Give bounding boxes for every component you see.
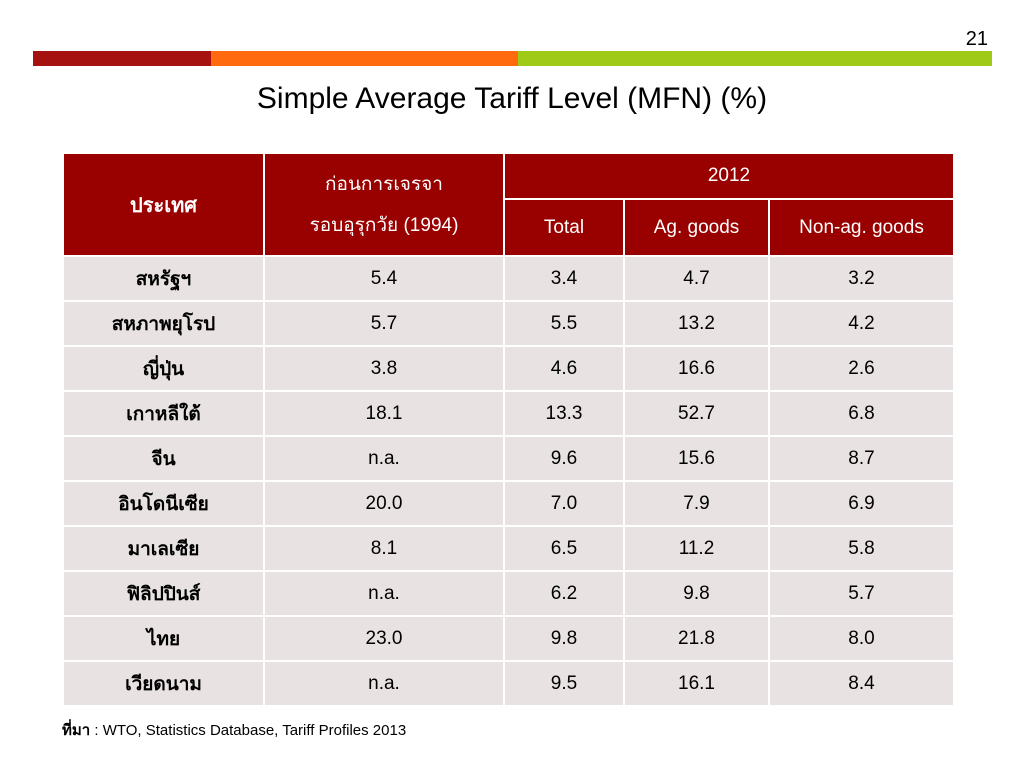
slide-title: Simple Average Tariff Level (MFN) (%) bbox=[256, 82, 768, 115]
cell-ag: 15.6 bbox=[623, 435, 770, 482]
cell-ag: 16.1 bbox=[623, 660, 770, 707]
baseline-header-line1: ก่อนการเจรจา bbox=[325, 172, 443, 195]
source-label: ที่มา bbox=[62, 721, 91, 739]
table-row: สหภาพยุโรป 5.7 5.5 13.2 4.2 bbox=[62, 300, 955, 347]
cell-total: 7.0 bbox=[503, 480, 625, 527]
cell-ag: 52.7 bbox=[623, 390, 770, 437]
table-row: เกาหลีใต้ 18.1 13.3 52.7 6.8 bbox=[62, 390, 955, 437]
cell-total: 13.3 bbox=[503, 390, 625, 437]
cell-country: อินโดนีเซีย bbox=[62, 480, 265, 527]
cell-ag: 11.2 bbox=[623, 525, 770, 572]
cell-nonag: 5.8 bbox=[768, 525, 955, 572]
source-note: ที่มา : WTO, Statistics Database, Tariff… bbox=[62, 718, 406, 742]
header-row-bottom: Total Ag. goods Non-ag. goods bbox=[63, 198, 955, 257]
source-text: : WTO, Statistics Database, Tariff Profi… bbox=[94, 722, 407, 739]
cell-total: 3.4 bbox=[503, 255, 625, 302]
cell-baseline: 5.4 bbox=[263, 255, 505, 302]
cell-nonag: 4.2 bbox=[768, 300, 955, 347]
tariff-table: ประเทศ ก่อนการเจรจา รอบอุรุกวัย (1994) 2… bbox=[62, 152, 955, 707]
cell-country: มาเลเซีย bbox=[62, 525, 265, 572]
cell-country: สหรัฐฯ bbox=[62, 255, 265, 302]
col-header-baseline: ก่อนการเจรจา รอบอุรุกวัย (1994) bbox=[263, 152, 505, 257]
cell-total: 6.5 bbox=[503, 525, 625, 572]
baseline-header-line2-thai: รอบอุรุกวัย bbox=[309, 213, 399, 236]
cell-country: ญี่ปุ่น bbox=[62, 345, 265, 392]
cell-nonag: 8.7 bbox=[768, 435, 955, 482]
baseline-header-line2-year: (1994) bbox=[403, 214, 459, 236]
header-bar-red-segment bbox=[33, 51, 211, 66]
cell-total: 6.2 bbox=[503, 570, 625, 617]
header-row-top: ประเทศ ก่อนการเจรจา รอบอุรุกวัย (1994) 2… bbox=[62, 152, 955, 257]
cell-ag: 16.6 bbox=[623, 345, 770, 392]
cell-nonag: 6.9 bbox=[768, 480, 955, 527]
cell-country: ฟิลิปปินส์ bbox=[62, 570, 265, 617]
col-header-year-group: 2012 bbox=[503, 152, 955, 200]
cell-ag: 7.9 bbox=[623, 480, 770, 527]
cell-total: 9.8 bbox=[503, 615, 625, 662]
cell-total: 4.6 bbox=[503, 345, 625, 392]
cell-country: สหภาพยุโรป bbox=[62, 300, 265, 347]
cell-baseline: n.a. bbox=[263, 660, 505, 707]
cell-nonag: 8.0 bbox=[768, 615, 955, 662]
cell-country: เกาหลีใต้ bbox=[62, 390, 265, 437]
cell-ag: 21.8 bbox=[623, 615, 770, 662]
table-row: มาเลเซีย 8.1 6.5 11.2 5.8 bbox=[62, 525, 955, 572]
table-row: เวียดนาม n.a. 9.5 16.1 8.4 bbox=[62, 660, 955, 707]
table-body: สหรัฐฯ 5.4 3.4 4.7 3.2 สหภาพยุโรป 5.7 5.… bbox=[62, 255, 955, 707]
page-number: 21 bbox=[965, 28, 988, 50]
header-bar-green-segment bbox=[518, 51, 992, 66]
col-header-total: Total bbox=[503, 198, 625, 257]
cell-total: 9.6 bbox=[503, 435, 625, 482]
cell-nonag: 3.2 bbox=[768, 255, 955, 302]
cell-country: จีน bbox=[62, 435, 265, 482]
cell-baseline: 3.8 bbox=[263, 345, 505, 392]
col-header-country: ประเทศ bbox=[62, 152, 265, 257]
table-row: ไทย 23.0 9.8 21.8 8.0 bbox=[62, 615, 955, 662]
col-header-nonag: Non-ag. goods bbox=[768, 198, 955, 257]
header-bar-orange-segment bbox=[211, 51, 518, 66]
cell-baseline: 20.0 bbox=[263, 480, 505, 527]
cell-baseline: 18.1 bbox=[263, 390, 505, 437]
cell-total: 9.5 bbox=[503, 660, 625, 707]
cell-baseline: 5.7 bbox=[263, 300, 505, 347]
cell-nonag: 6.8 bbox=[768, 390, 955, 437]
cell-baseline: 23.0 bbox=[263, 615, 505, 662]
cell-nonag: 2.6 bbox=[768, 345, 955, 392]
cell-country: ไทย bbox=[62, 615, 265, 662]
table-row: อินโดนีเซีย 20.0 7.0 7.9 6.9 bbox=[62, 480, 955, 527]
col-header-ag: Ag. goods bbox=[623, 198, 770, 257]
cell-baseline: n.a. bbox=[263, 435, 505, 482]
cell-total: 5.5 bbox=[503, 300, 625, 347]
cell-country: เวียดนาม bbox=[62, 660, 265, 707]
cell-ag: 13.2 bbox=[623, 300, 770, 347]
cell-baseline: n.a. bbox=[263, 570, 505, 617]
cell-ag: 4.7 bbox=[623, 255, 770, 302]
table-row: ฟิลิปปินส์ n.a. 6.2 9.8 5.7 bbox=[62, 570, 955, 617]
table-row: สหรัฐฯ 5.4 3.4 4.7 3.2 bbox=[62, 255, 955, 302]
table-header: ประเทศ ก่อนการเจรจา รอบอุรุกวัย (1994) 2… bbox=[62, 152, 955, 257]
cell-ag: 9.8 bbox=[623, 570, 770, 617]
cell-baseline: 8.1 bbox=[263, 525, 505, 572]
table-row: จีน n.a. 9.6 15.6 8.7 bbox=[62, 435, 955, 482]
cell-nonag: 5.7 bbox=[768, 570, 955, 617]
header-color-bar bbox=[33, 51, 992, 66]
table-row: ญี่ปุ่น 3.8 4.6 16.6 2.6 bbox=[62, 345, 955, 392]
cell-nonag: 8.4 bbox=[768, 660, 955, 707]
